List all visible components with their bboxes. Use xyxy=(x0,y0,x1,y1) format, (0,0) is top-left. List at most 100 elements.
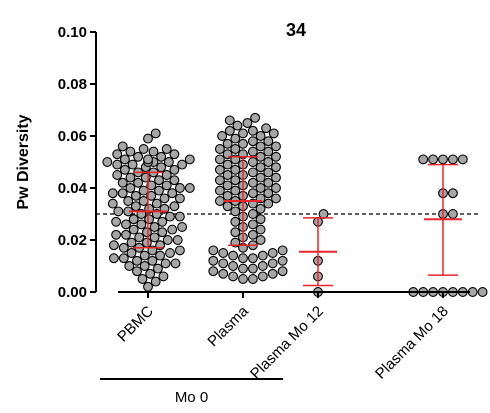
data-point xyxy=(177,222,188,232)
data-point xyxy=(255,183,266,193)
data-point xyxy=(247,209,258,219)
data-point xyxy=(267,258,278,269)
y-axis-label: Pw Diversity xyxy=(15,114,32,209)
data-point xyxy=(130,190,141,201)
data-point xyxy=(277,255,288,266)
data-point xyxy=(230,144,241,154)
data-point xyxy=(169,201,180,212)
data-point xyxy=(184,183,195,193)
y-tick-label: 0.02 xyxy=(58,232,87,249)
data-point xyxy=(111,216,122,227)
data-point xyxy=(238,128,248,139)
data-point xyxy=(150,128,161,139)
data-point xyxy=(247,136,258,147)
data-point xyxy=(174,211,185,222)
data-point xyxy=(268,128,279,139)
data-point xyxy=(132,266,142,277)
data-point xyxy=(138,185,149,196)
data-point xyxy=(174,245,185,256)
data-point xyxy=(108,253,119,264)
data-point xyxy=(255,203,266,214)
data-point xyxy=(117,177,128,188)
data-point xyxy=(165,211,175,222)
data-point xyxy=(141,237,152,248)
data-point xyxy=(112,149,123,160)
data-point xyxy=(156,162,167,173)
data-point xyxy=(224,115,235,126)
data-point xyxy=(214,144,225,154)
data-point xyxy=(255,141,266,152)
data-point xyxy=(222,201,233,212)
data-point xyxy=(165,248,175,258)
data-point xyxy=(161,180,172,191)
data-point xyxy=(477,287,488,297)
data-point xyxy=(214,185,225,196)
data-point xyxy=(222,190,233,201)
data-point xyxy=(214,164,225,175)
data-point xyxy=(123,196,134,206)
data-point xyxy=(146,180,157,191)
y-tick-label: 0.06 xyxy=(58,128,87,145)
data-point xyxy=(271,193,281,204)
data-point xyxy=(108,240,119,251)
data-point xyxy=(238,274,248,284)
data-point xyxy=(447,209,458,219)
data-point xyxy=(117,141,128,152)
data-point xyxy=(144,214,155,225)
data-point xyxy=(149,222,160,232)
data-point xyxy=(247,229,258,240)
data-point xyxy=(263,157,274,167)
data-point xyxy=(157,227,168,238)
data-point xyxy=(157,216,168,227)
data-point xyxy=(163,157,174,167)
data-point xyxy=(124,261,135,271)
data-point xyxy=(418,154,429,165)
data-point xyxy=(267,268,278,279)
data-point xyxy=(128,214,139,225)
data-point xyxy=(134,232,145,243)
data-point xyxy=(113,206,124,217)
data-point xyxy=(143,133,153,144)
data-point xyxy=(138,196,149,206)
data-point xyxy=(230,175,241,186)
data-point xyxy=(147,255,158,266)
data-point xyxy=(155,250,166,261)
data-point xyxy=(228,271,239,282)
data-point xyxy=(318,209,329,219)
data-point xyxy=(438,154,448,165)
data-point xyxy=(150,276,161,287)
data-point xyxy=(214,175,225,186)
data-point xyxy=(139,250,150,261)
data-point xyxy=(230,216,241,227)
data-point xyxy=(230,185,241,196)
data-point xyxy=(247,157,258,167)
data-point xyxy=(271,151,281,162)
data-point xyxy=(170,258,181,269)
data-point xyxy=(218,258,229,269)
group-label: Mo 0 xyxy=(175,389,208,406)
data-point xyxy=(158,271,169,282)
data-point xyxy=(257,271,268,282)
data-point xyxy=(145,268,156,279)
data-point xyxy=(208,245,219,256)
data-point xyxy=(119,154,130,165)
data-point xyxy=(133,151,144,162)
data-point xyxy=(230,164,241,175)
x-tick-label: PBMC xyxy=(114,303,157,346)
data-point xyxy=(247,125,258,136)
data-point xyxy=(102,157,113,167)
data-point xyxy=(136,219,147,230)
data-point xyxy=(247,263,258,274)
data-point xyxy=(161,170,172,180)
data-point xyxy=(263,198,274,209)
data-point xyxy=(107,188,118,199)
data-point xyxy=(222,159,233,170)
data-point xyxy=(208,255,219,266)
data-point xyxy=(143,154,153,165)
data-point xyxy=(238,138,248,149)
data-point xyxy=(255,224,266,235)
data-point xyxy=(184,154,195,165)
data-point xyxy=(238,253,248,264)
data-point xyxy=(247,188,258,199)
